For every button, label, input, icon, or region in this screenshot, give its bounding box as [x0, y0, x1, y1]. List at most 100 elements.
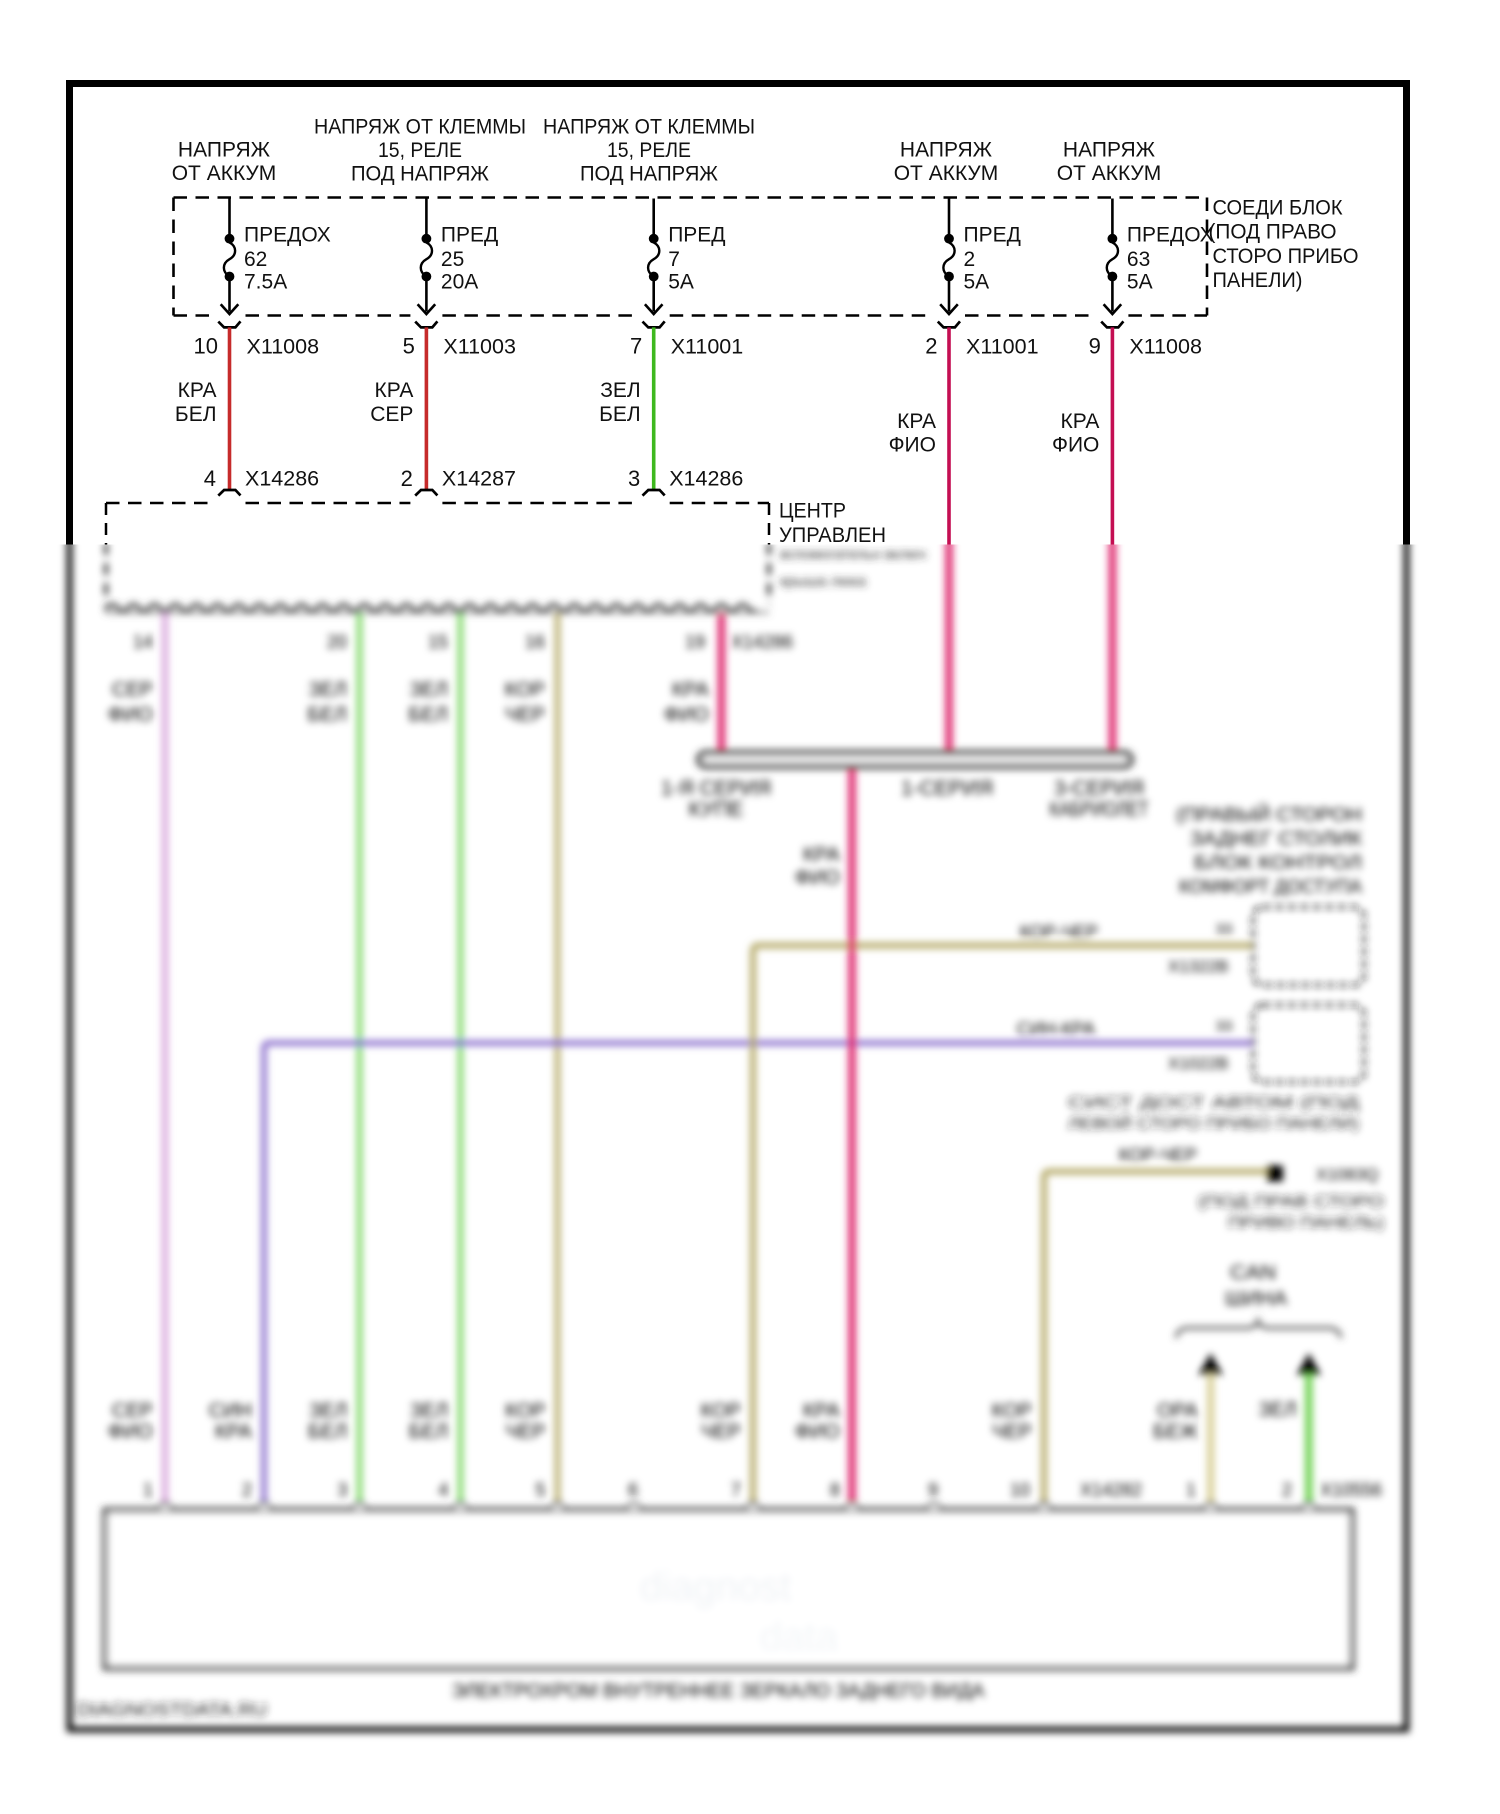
svg-text:ЧЕР: ЧЕР: [505, 1421, 545, 1443]
svg-text:БЕЛ: БЕЛ: [308, 1421, 348, 1443]
svg-text:ПРЕД: ПРЕД: [964, 224, 1021, 247]
svg-text:БЕЛ: БЕЛ: [409, 1421, 449, 1443]
svg-text:4: 4: [204, 466, 216, 491]
svg-text:X11008: X11008: [247, 335, 320, 359]
svg-text:БЕЛ: БЕЛ: [599, 403, 641, 426]
svg-text:2: 2: [242, 1480, 252, 1500]
svg-text:СОЕДИ БЛОК: СОЕДИ БЛОК: [1213, 197, 1344, 220]
svg-text:19: 19: [685, 632, 705, 652]
svg-text:1-СЕРИЯ: 1-СЕРИЯ: [901, 777, 993, 800]
svg-text:3-СЕРИЯ: 3-СЕРИЯ: [1054, 777, 1144, 800]
svg-text:7: 7: [630, 334, 642, 359]
svg-text:КУПЕ: КУПЕ: [689, 798, 744, 821]
svg-text:ФИО: ФИО: [1052, 434, 1099, 457]
svg-text:КАБРИОЛЕТ: КАБРИОЛЕТ: [1050, 798, 1149, 821]
svg-text:КОР: КОР: [505, 1400, 545, 1422]
svg-text:14: 14: [133, 632, 153, 652]
svg-text:КРА: КРА: [672, 679, 710, 701]
svg-text:КРА: КРА: [897, 410, 936, 433]
svg-text:КРА: КРА: [803, 844, 841, 866]
svg-text:data: data: [760, 1615, 839, 1659]
svg-text:20А: 20А: [441, 271, 478, 294]
svg-text:X11001: X11001: [671, 335, 744, 359]
svg-text:7: 7: [731, 1480, 741, 1500]
svg-text:ЧЕР: ЧЕР: [701, 1421, 741, 1443]
svg-text:КРА: КРА: [803, 1400, 841, 1422]
svg-text:X11008: X11008: [1129, 335, 1202, 359]
svg-text:2: 2: [964, 248, 976, 271]
svg-text:ЗЕЛ: ЗЕЛ: [410, 1400, 449, 1422]
svg-text:ПРЕД: ПРЕД: [668, 224, 725, 247]
svg-text:33: 33: [1216, 1018, 1233, 1035]
svg-text:10: 10: [1010, 1480, 1030, 1500]
svg-text:СИСТ ДОСТ АВТОМ (ПОД: СИСТ ДОСТ АВТОМ (ПОД: [1068, 1093, 1360, 1112]
svg-text:5: 5: [535, 1480, 545, 1500]
svg-text:X1022B: X1022B: [1168, 1054, 1229, 1073]
svg-text:X11003: X11003: [443, 335, 516, 359]
svg-text:X1083Q: X1083Q: [1316, 1165, 1378, 1184]
svg-text:62: 62: [244, 248, 267, 271]
svg-text:КОР-ЧЕР: КОР-ЧЕР: [1119, 1145, 1197, 1165]
svg-text:3: 3: [628, 466, 640, 491]
svg-text:(ПОД ПРАВ СТОРО: (ПОД ПРАВ СТОРО: [1198, 1192, 1384, 1211]
svg-text:15, РЕЛЕ: 15, РЕЛЕ: [378, 139, 462, 162]
svg-text:X14286: X14286: [669, 467, 743, 491]
svg-text:ФИО: ФИО: [889, 434, 936, 457]
svg-text:СИН: СИН: [209, 1400, 252, 1422]
svg-text:СТОРО ПРИБО: СТОРО ПРИБО: [1213, 245, 1359, 268]
svg-text:2: 2: [1282, 1480, 1292, 1500]
svg-text:ФИО: ФИО: [108, 1421, 153, 1443]
svg-text:CAN: CAN: [1230, 1262, 1276, 1284]
svg-text:X14282: X14282: [1080, 1480, 1142, 1500]
svg-text:НАПРЯЖ: НАПРЯЖ: [900, 139, 993, 162]
svg-text:ЗЕЛ: ЗЕЛ: [1258, 1399, 1297, 1421]
svg-text:УПРАВЛЕН: УПРАВЛЕН: [779, 524, 886, 547]
svg-text:1: 1: [1186, 1480, 1196, 1500]
svg-text:5А: 5А: [964, 271, 990, 294]
svg-text:X14286: X14286: [245, 467, 319, 491]
svg-text:НАПРЯЖ ОТ КЛЕММЫ: НАПРЯЖ ОТ КЛЕММЫ: [314, 116, 526, 139]
svg-text:вспомогательн включ: вспомогательн включ: [780, 546, 926, 563]
svg-text:ОТ АККУМ: ОТ АККУМ: [894, 162, 999, 185]
svg-text:ОРА: ОРА: [1157, 1400, 1199, 1422]
svg-text:3: 3: [337, 1480, 347, 1500]
svg-text:ЗЕЛ: ЗЕЛ: [309, 1400, 348, 1422]
svg-text:ФИО: ФИО: [795, 867, 840, 889]
svg-text:КРА: КРА: [178, 379, 217, 402]
svg-text:КРА: КРА: [215, 1421, 253, 1443]
svg-text:ФИО: ФИО: [108, 704, 153, 726]
svg-text:2: 2: [925, 334, 937, 359]
svg-text:(ПОД ПРАВО: (ПОД ПРАВО: [1209, 221, 1337, 244]
svg-text:5А: 5А: [668, 271, 694, 294]
svg-text:ЗЕЛ: ЗЕЛ: [308, 679, 347, 701]
svg-text:СЕР: СЕР: [370, 403, 413, 426]
svg-text:СЕР: СЕР: [112, 1400, 153, 1422]
svg-text:ПОД НАПРЯЖ: ПОД НАПРЯЖ: [351, 163, 490, 186]
svg-text:5: 5: [403, 334, 415, 359]
svg-text:КРА: КРА: [375, 379, 414, 402]
svg-text:КОР-ЧЕР: КОР-ЧЕР: [1020, 922, 1098, 942]
svg-text:7: 7: [668, 248, 680, 271]
svg-text:ПРЕДОХ: ПРЕДОХ: [1127, 224, 1214, 247]
svg-text:25: 25: [441, 248, 464, 271]
svg-text:КРА: КРА: [1061, 410, 1100, 433]
svg-text:63: 63: [1127, 248, 1150, 271]
svg-text:ЗЕЛ: ЗЕЛ: [600, 379, 640, 402]
svg-text:X1322B: X1322B: [1168, 957, 1229, 976]
svg-text:КОР: КОР: [505, 679, 545, 701]
svg-text:БЕЖ: БЕЖ: [1153, 1421, 1198, 1443]
svg-text:ЧЕР: ЧЕР: [992, 1421, 1032, 1443]
svg-text:33: 33: [1216, 921, 1233, 938]
svg-text:diagnost: diagnost: [640, 1565, 791, 1609]
svg-text:X10556: X10556: [1320, 1480, 1382, 1500]
svg-text:X11001: X11001: [966, 335, 1039, 359]
svg-text:9: 9: [928, 1480, 938, 1500]
svg-text:16: 16: [525, 632, 545, 652]
svg-text:ЭЛЕКТРОХРОМ ВНУТРЕННЕЕ ЗЕРКАЛО: ЭЛЕКТРОХРОМ ВНУТРЕННЕЕ ЗЕРКАЛО ЗАДНЕГО В…: [452, 1681, 985, 1702]
svg-text:ЗЕЛ: ЗЕЛ: [409, 679, 448, 701]
svg-text:НАПРЯЖ: НАПРЯЖ: [178, 139, 271, 162]
svg-text:ЗАДНЕГ СТОЛИК: ЗАДНЕГ СТОЛИК: [1190, 829, 1362, 850]
svg-text:ЛЕВОЙ СТОРО ПРИБО ПАНЕЛИ): ЛЕВОЙ СТОРО ПРИБО ПАНЕЛИ): [1068, 1114, 1359, 1133]
svg-text:20: 20: [327, 632, 347, 652]
svg-text:КОР: КОР: [701, 1400, 741, 1422]
